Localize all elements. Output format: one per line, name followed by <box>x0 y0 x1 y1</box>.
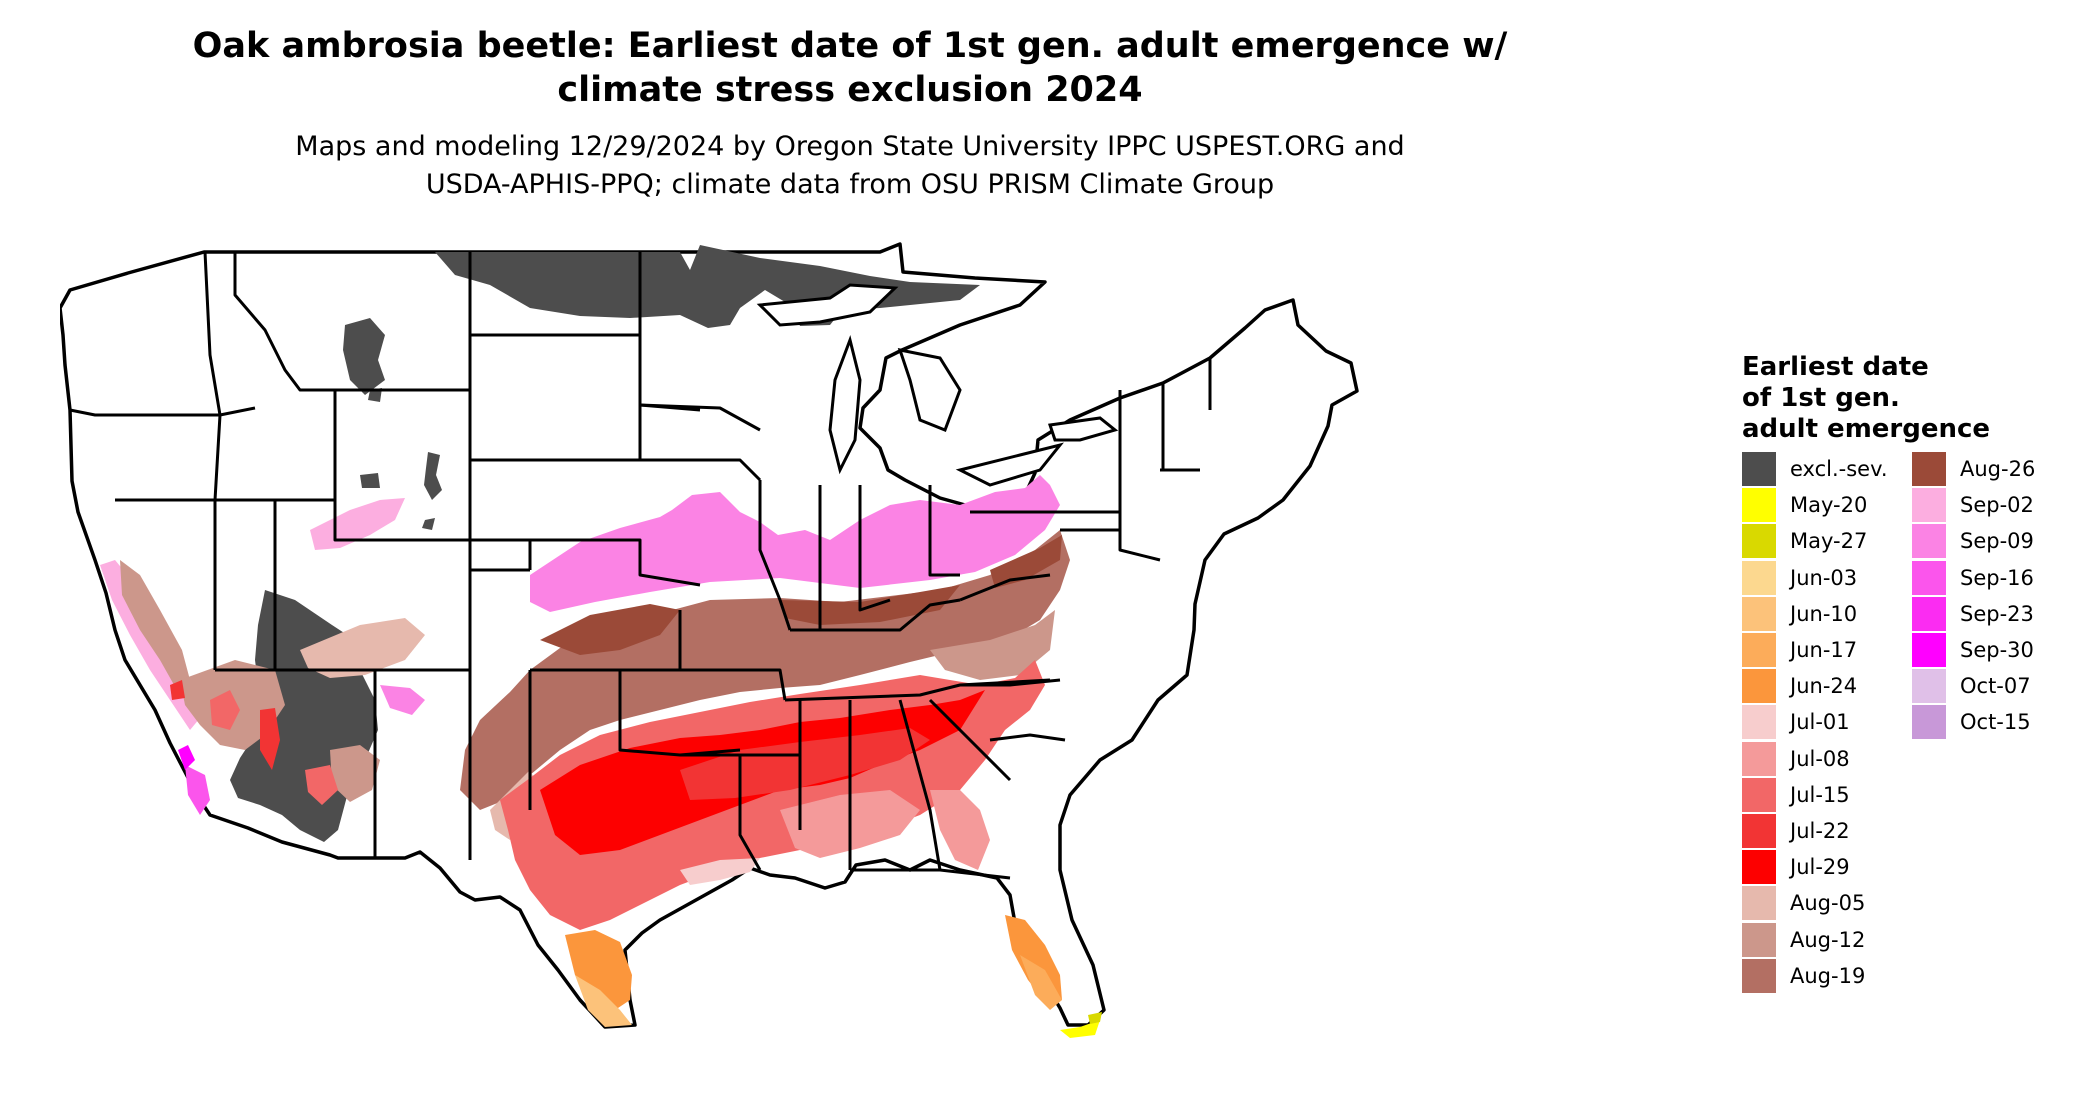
legend-item: Jul-08 <box>1742 741 1850 776</box>
legend-item: Aug-19 <box>1742 958 1866 993</box>
legend-label: Oct-07 <box>1960 674 2031 699</box>
legend-swatch <box>1912 488 1946 523</box>
legend-item: Jun-03 <box>1742 560 1858 595</box>
state-boundaries <box>69 251 1212 880</box>
legend-label: Jul-15 <box>1790 782 1850 807</box>
legend-item: Jun-24 <box>1742 669 1858 704</box>
legend-item: Sep-23 <box>1912 596 2034 631</box>
legend-item: excl.-sev. <box>1742 452 1888 486</box>
legend-swatch <box>1742 814 1776 848</box>
legend-label: Jun-17 <box>1790 638 1858 662</box>
legend-label: Sep-16 <box>1960 565 2034 590</box>
legend-label: Oct-15 <box>1960 710 2031 735</box>
legend-label: Jul-22 <box>1790 819 1850 843</box>
legend-item: Sep-02 <box>1912 488 2034 523</box>
map-subtitle: Maps and modeling 12/29/2024 by Oregon S… <box>150 128 1550 204</box>
legend-swatch <box>1912 560 1946 595</box>
legend-item: Aug-12 <box>1742 922 1866 957</box>
legend-swatch <box>1742 850 1776 885</box>
legend-item: May-20 <box>1742 488 1868 523</box>
legend-item: Jul-01 <box>1742 705 1850 740</box>
legend-label: Jul-29 <box>1790 855 1850 880</box>
legend-item: Jul-15 <box>1742 777 1850 812</box>
conus-map <box>60 242 1359 1038</box>
title-line-1: Oak ambrosia beetle: Earliest date of 1s… <box>192 26 1508 66</box>
legend-label: Jul-08 <box>1790 746 1850 771</box>
legend-swatch <box>1742 958 1776 993</box>
legend-item: Jun-17 <box>1742 633 1857 667</box>
legend-title-line-2: of 1st gen. <box>1742 383 1900 413</box>
legend-swatch <box>1912 669 1946 704</box>
legend-item: Sep-09 <box>1912 524 2034 559</box>
legend-item: Sep-30 <box>1912 633 2034 667</box>
legend-item: Jul-22 <box>1742 814 1850 848</box>
legend-item: Jun-10 <box>1742 596 1858 631</box>
legend-label: Sep-23 <box>1960 601 2034 626</box>
legend-label: Aug-19 <box>1790 963 1866 988</box>
legend-swatch <box>1742 886 1776 921</box>
legend-label: Jul-01 <box>1790 710 1850 735</box>
subtitle-line-1: Maps and modeling 12/29/2024 by Oregon S… <box>295 131 1405 162</box>
subtitle-line-2: USDA-APHIS-PPQ; climate data from OSU PR… <box>425 169 1275 200</box>
legend-item: Oct-15 <box>1912 705 2031 740</box>
legend-label: Aug-26 <box>1960 457 2036 481</box>
legend-swatch <box>1742 596 1776 631</box>
legend-label: Aug-12 <box>1790 927 1866 952</box>
legend-label: Jun-03 <box>1790 565 1858 590</box>
map-title: Oak ambrosia beetle: Earliest date of 1s… <box>150 24 1550 112</box>
legend-item: Aug-26 <box>1912 452 2035 486</box>
legend-swatch <box>1742 922 1776 957</box>
legend-swatch <box>1912 596 1946 631</box>
title-line-2: climate stress exclusion 2024 <box>557 70 1143 110</box>
legend-swatch <box>1742 488 1776 523</box>
legend-item: Aug-05 <box>1742 886 1866 921</box>
legend-swatch <box>1912 705 1946 740</box>
jun-emergence-band <box>565 915 1062 1027</box>
legend-title-line-3: adult emergence <box>1742 414 1991 444</box>
legend-item: Oct-07 <box>1912 669 2031 704</box>
legend-label: Aug-05 <box>1790 891 1866 916</box>
legend-label: Sep-09 <box>1960 529 2034 554</box>
legend-item: May-27 <box>1742 524 1868 559</box>
great-lakes <box>756 283 1119 487</box>
legend-swatch <box>1912 452 1946 486</box>
legend-swatch <box>1912 633 1946 667</box>
legend-swatch <box>1742 777 1776 812</box>
legend-swatch <box>1742 669 1776 704</box>
legend-item: Jul-29 <box>1742 850 1850 885</box>
legend-label: Sep-02 <box>1960 493 2034 518</box>
legend-label: Jun-10 <box>1790 601 1858 626</box>
legend-swatch <box>1742 524 1776 559</box>
legend-title: Earliest date of 1st gen. adult emergenc… <box>1742 352 2082 445</box>
legend-swatch <box>1742 633 1776 667</box>
legend-label: May-20 <box>1790 493 1868 518</box>
legend-label: Jun-24 <box>1790 674 1858 699</box>
legend-swatch <box>1912 524 1946 559</box>
legend-label: excl.-sev. <box>1790 457 1888 481</box>
legend-label: Sep-30 <box>1960 638 2034 662</box>
legend-item: Sep-16 <box>1912 560 2034 595</box>
may-emergence-band <box>1060 1012 1102 1038</box>
legend-swatch <box>1742 560 1776 595</box>
legend-swatch <box>1742 452 1776 486</box>
legend-title-line-1: Earliest date <box>1742 352 1929 382</box>
legend-swatch <box>1742 705 1776 740</box>
legend-swatch <box>1742 741 1776 776</box>
legend-label: May-27 <box>1790 529 1868 554</box>
